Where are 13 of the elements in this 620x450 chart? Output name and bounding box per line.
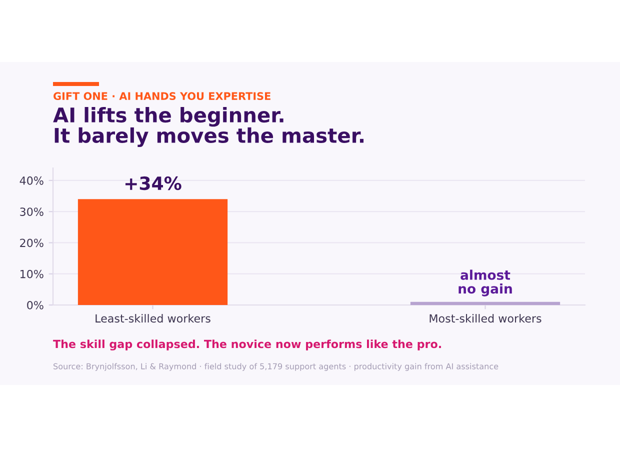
y-tick-label: 10% [20,270,44,278]
x-tick-label: Most-skilled workers [430,314,542,323]
data-label: +34% [125,176,182,190]
source-note: Source: Brynjolfsson, Li & Raymond · field study of 5,179 support agents · productivity gain from AI assistance [54,363,498,371]
chart-subtitle: GIFT ONE · AI HANDS YOU EXPERTISE [54,92,270,100]
data-label: almost no gain [458,270,512,296]
text: The skill gap collapsed. The novice now performs like the pro. [53,340,441,350]
x-tick-label: Least-skilled workers [96,314,210,323]
y-tick-label: 20% [20,238,44,248]
chart-title: AI lifts the beginner. It barely moves the master. [53,107,364,148]
y-tick-label: 40% [20,176,44,185]
y-tick-label: 0% [27,300,44,310]
y-tick-label: 30% [20,208,44,216]
